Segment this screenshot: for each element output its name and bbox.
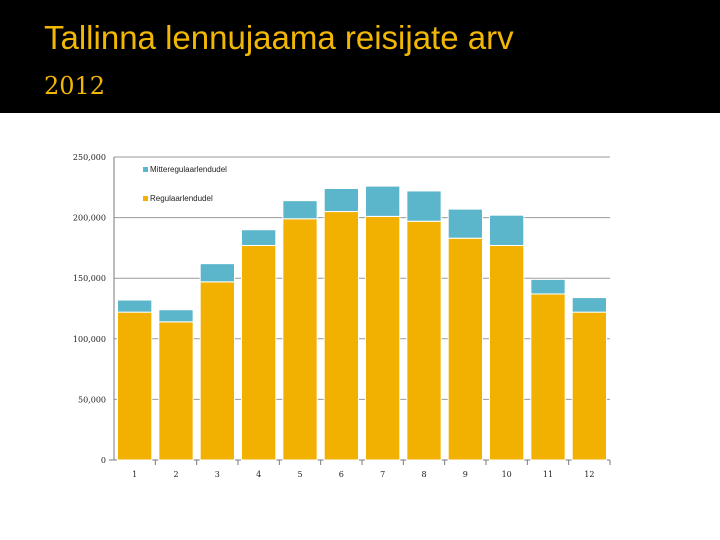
bar-segment-irregular bbox=[447, 208, 483, 239]
legend-swatch bbox=[143, 167, 148, 172]
bar-segment-irregular bbox=[117, 299, 153, 313]
slide-subtitle: 2012 bbox=[44, 72, 106, 100]
x-tick-label: 9 bbox=[463, 470, 468, 479]
x-tick-label: 6 bbox=[339, 470, 344, 479]
y-tick-label: 250,000 bbox=[73, 153, 106, 162]
bar-segment-irregular bbox=[282, 200, 318, 220]
bar-segment-regular bbox=[406, 220, 442, 461]
bar-segment-irregular bbox=[158, 309, 194, 323]
y-tick-label: 50,000 bbox=[78, 395, 106, 404]
x-tick-label: 1 bbox=[132, 470, 137, 479]
bar-segment-regular bbox=[158, 321, 194, 461]
bar-segment-irregular bbox=[571, 297, 607, 313]
chart-area: 0 50,000 100,000 150,000 200,000 250,000 1 2 3 4 5… bbox=[0, 113, 720, 540]
bar-segment-regular bbox=[199, 281, 235, 461]
bar-segment-irregular bbox=[406, 190, 442, 222]
bar-segment-irregular bbox=[530, 278, 566, 295]
y-tick-label: 200,000 bbox=[73, 214, 106, 223]
bar-segment-irregular bbox=[241, 229, 277, 246]
legend-label: Mitteregulaarlendudel bbox=[150, 165, 227, 174]
x-tick-label: 11 bbox=[543, 470, 553, 479]
x-tick-label: 10 bbox=[502, 470, 512, 479]
bar-segment-regular bbox=[323, 211, 359, 461]
bar-segment-irregular bbox=[365, 185, 401, 217]
bar-segment-regular bbox=[365, 215, 401, 461]
bar-segment-irregular bbox=[489, 214, 525, 246]
x-tick-label: 2 bbox=[173, 470, 178, 479]
x-tick-label: 7 bbox=[380, 470, 385, 479]
y-tick-label: 0 bbox=[101, 456, 106, 465]
bar-segment-regular bbox=[447, 237, 483, 461]
bar-segment-regular bbox=[241, 244, 277, 461]
slide-title: Tallinna lennujaama reisijate arv bbox=[44, 19, 514, 56]
x-tick-label: 5 bbox=[297, 470, 302, 479]
legend-label: Regulaarlendudel bbox=[150, 194, 213, 203]
x-tick-label: 4 bbox=[256, 470, 261, 479]
legend-swatch bbox=[143, 196, 148, 201]
x-tick-label: 3 bbox=[215, 470, 220, 479]
y-tick-label: 100,000 bbox=[73, 335, 106, 344]
bar-segment-regular bbox=[117, 311, 153, 461]
y-tick-label: 150,000 bbox=[73, 274, 106, 283]
bar-segment-irregular bbox=[323, 188, 359, 213]
bar-segment-regular bbox=[282, 218, 318, 461]
bar-segment-regular bbox=[571, 311, 607, 461]
bar-segment-regular bbox=[489, 244, 525, 461]
bar-segment-irregular bbox=[199, 263, 235, 283]
x-tick-label: 12 bbox=[584, 470, 594, 479]
bar-segment-regular bbox=[530, 293, 566, 461]
x-tick-label: 8 bbox=[421, 470, 426, 479]
